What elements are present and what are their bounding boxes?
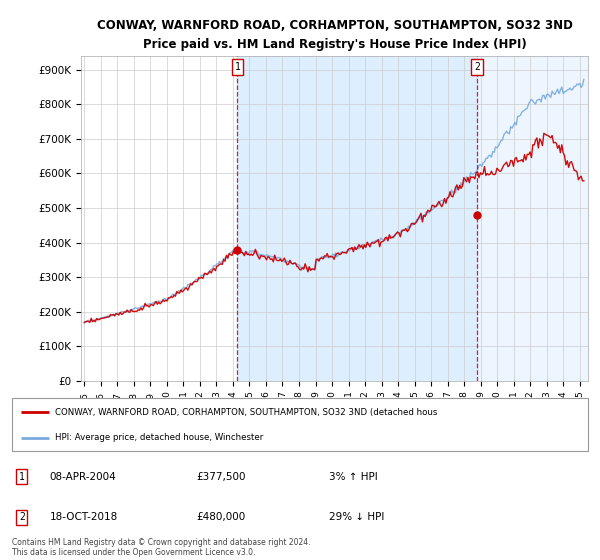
Text: 08-APR-2004: 08-APR-2004 [49,472,116,482]
FancyBboxPatch shape [12,398,588,451]
Text: 2: 2 [474,62,480,72]
Text: 1: 1 [19,472,25,482]
Text: CONWAY, WARNFORD ROAD, CORHAMPTON, SOUTHAMPTON, SO32 3ND (detached hous: CONWAY, WARNFORD ROAD, CORHAMPTON, SOUTH… [55,408,437,417]
Text: £480,000: £480,000 [196,512,245,522]
Title: CONWAY, WARNFORD ROAD, CORHAMPTON, SOUTHAMPTON, SO32 3ND
Price paid vs. HM Land : CONWAY, WARNFORD ROAD, CORHAMPTON, SOUTH… [97,18,572,50]
Text: 29% ↓ HPI: 29% ↓ HPI [329,512,384,522]
Text: Contains HM Land Registry data © Crown copyright and database right 2024.
This d: Contains HM Land Registry data © Crown c… [12,538,311,557]
Text: 1: 1 [235,62,241,72]
Bar [238,56,477,381]
Text: 2: 2 [19,512,25,522]
Text: £377,500: £377,500 [196,472,246,482]
Bar [477,56,588,381]
Text: 3% ↑ HPI: 3% ↑ HPI [329,472,377,482]
Text: 18-OCT-2018: 18-OCT-2018 [49,512,118,522]
Text: HPI: Average price, detached house, Winchester: HPI: Average price, detached house, Winc… [55,433,263,442]
